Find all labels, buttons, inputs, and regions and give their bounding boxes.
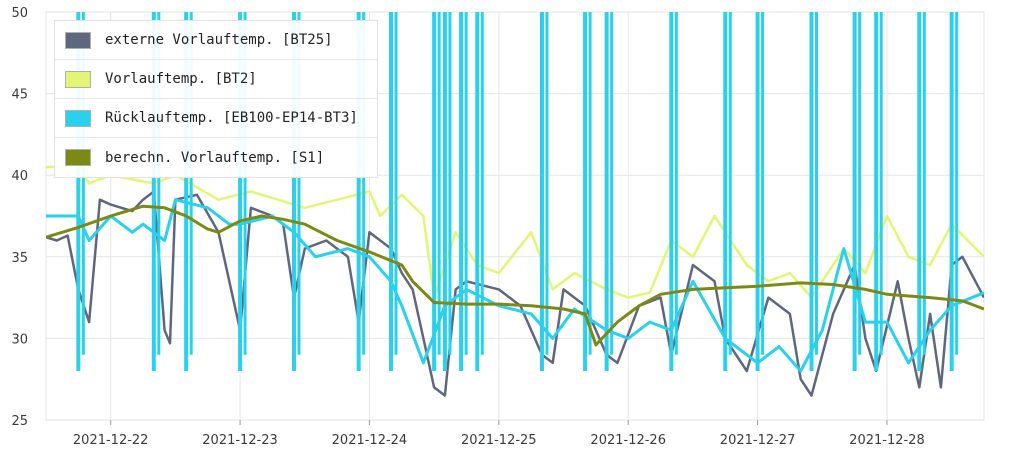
x-axis: 2021-12-22 2021-12-23 2021-12-24 2021-12-25… — [73, 420, 925, 448]
legend-label: Rücklauftemp. [EB100-EP14-BT3] — [105, 110, 358, 126]
legend-item[interactable]: berechn. Vorlauftemp. [S1] — [55, 138, 377, 177]
series-line-3 — [46, 204, 984, 347]
y-tick-label: 35 — [11, 251, 28, 266]
legend-swatch — [65, 109, 91, 127]
y-tick-label: 45 — [11, 88, 28, 103]
y-tick-label: 40 — [11, 169, 28, 184]
legend: externe Vorlauftemp. [BT25] Vorlauftemp. … — [54, 20, 378, 178]
legend-item[interactable]: Vorlauftemp. [BT2] — [55, 60, 377, 99]
legend-swatch — [65, 149, 91, 166]
x-tick-label: 2021-12-22 — [73, 433, 149, 448]
legend-label: Vorlauftemp. [BT2] — [105, 71, 257, 87]
x-tick-label: 2021-12-24 — [332, 433, 408, 448]
legend-label: berechn. Vorlauftemp. [S1] — [105, 149, 325, 166]
y-tick-label: 50 — [11, 6, 28, 21]
y-axis: 25 30 35 40 45 50 — [11, 6, 28, 429]
legend-label: externe Vorlauftemp. [BT25] — [105, 32, 333, 48]
y-tick-label: 25 — [11, 414, 28, 429]
legend-swatch — [65, 70, 91, 88]
legend-swatch — [65, 31, 91, 49]
x-tick-label: 2021-12-23 — [202, 433, 278, 448]
x-tick-label: 2021-12-26 — [590, 433, 666, 448]
legend-item[interactable]: externe Vorlauftemp. [BT25] — [55, 21, 377, 60]
x-tick-label: 2021-12-27 — [720, 433, 796, 448]
x-tick-label: 2021-12-25 — [461, 433, 537, 448]
legend-item[interactable]: Rücklauftemp. [EB100-EP14-BT3] — [55, 99, 377, 138]
y-tick-label: 30 — [11, 332, 28, 347]
x-tick-label: 2021-12-28 — [849, 433, 925, 448]
